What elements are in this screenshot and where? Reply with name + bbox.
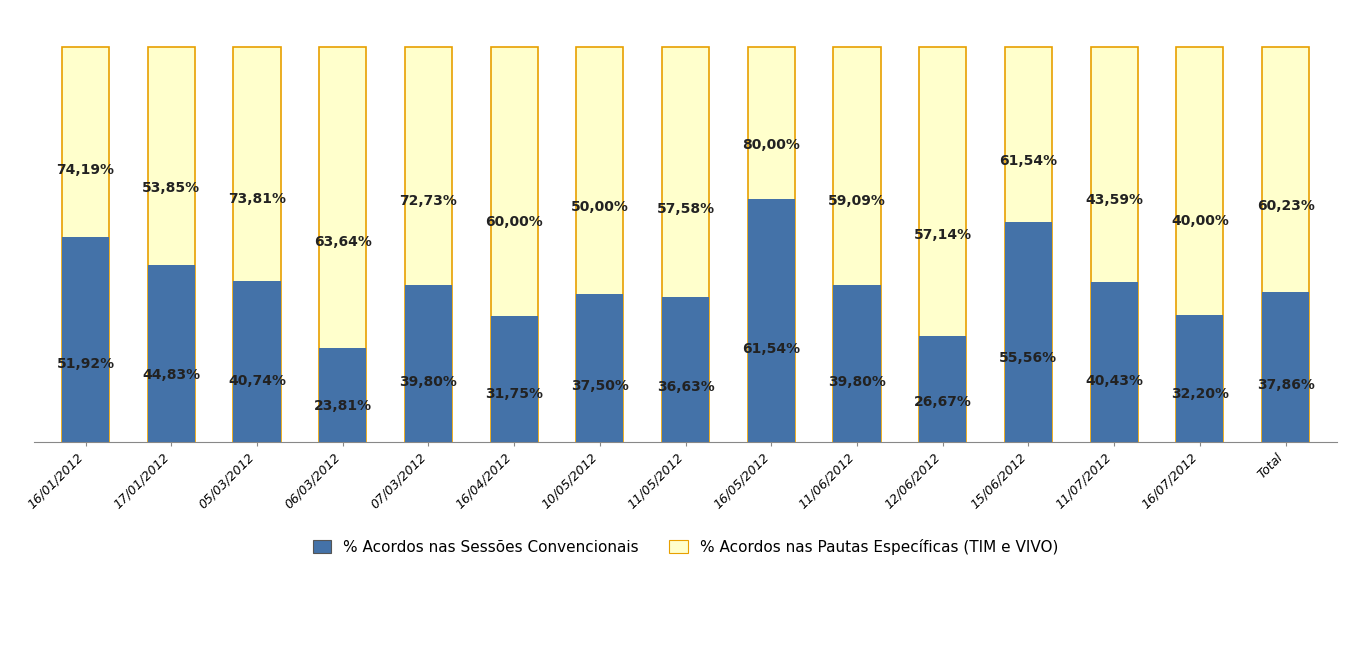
Text: 44,83%: 44,83% bbox=[142, 368, 200, 381]
Text: 39,80%: 39,80% bbox=[827, 375, 886, 389]
Bar bbox=[748, 47, 795, 442]
Text: 50,00%: 50,00% bbox=[571, 200, 629, 215]
Bar bbox=[748, 199, 795, 442]
Bar bbox=[234, 281, 280, 442]
Text: 51,92%: 51,92% bbox=[57, 357, 115, 371]
Bar bbox=[662, 297, 708, 442]
Text: 59,09%: 59,09% bbox=[827, 194, 886, 208]
Text: 61,54%: 61,54% bbox=[742, 342, 800, 357]
Text: 61,54%: 61,54% bbox=[999, 154, 1057, 168]
Bar bbox=[833, 47, 880, 442]
Text: 40,43%: 40,43% bbox=[1086, 374, 1144, 388]
Bar bbox=[576, 47, 623, 442]
Text: 72,73%: 72,73% bbox=[399, 194, 457, 208]
Legend: % Acordos nas Sessões Convencionais, % Acordos nas Pautas Específicas (TIM e VIV: % Acordos nas Sessões Convencionais, % A… bbox=[306, 531, 1065, 562]
Text: 74,19%: 74,19% bbox=[57, 163, 115, 177]
Bar bbox=[147, 47, 195, 442]
Bar bbox=[404, 284, 452, 442]
Bar bbox=[919, 336, 967, 442]
Text: 43,59%: 43,59% bbox=[1086, 192, 1144, 207]
Bar bbox=[147, 265, 195, 442]
Bar bbox=[919, 47, 967, 442]
Bar bbox=[234, 47, 280, 442]
Text: 37,86%: 37,86% bbox=[1256, 378, 1314, 392]
Text: 40,74%: 40,74% bbox=[228, 374, 287, 388]
Text: 36,63%: 36,63% bbox=[657, 380, 714, 394]
Bar bbox=[1261, 292, 1309, 442]
Text: 63,64%: 63,64% bbox=[314, 235, 372, 249]
Text: 37,50%: 37,50% bbox=[571, 379, 629, 393]
Bar bbox=[1176, 315, 1224, 442]
Text: 80,00%: 80,00% bbox=[742, 138, 800, 153]
Text: 26,67%: 26,67% bbox=[914, 395, 972, 409]
Text: 57,58%: 57,58% bbox=[657, 202, 715, 216]
Text: 60,23%: 60,23% bbox=[1256, 200, 1314, 213]
Bar bbox=[319, 348, 366, 442]
Text: 40,00%: 40,00% bbox=[1171, 214, 1229, 228]
Bar bbox=[404, 47, 452, 442]
Text: 73,81%: 73,81% bbox=[228, 192, 287, 206]
Bar bbox=[1176, 47, 1224, 442]
Bar bbox=[662, 47, 708, 442]
Text: 31,75%: 31,75% bbox=[485, 387, 544, 401]
Bar bbox=[491, 316, 538, 442]
Text: 39,80%: 39,80% bbox=[399, 375, 457, 389]
Bar bbox=[833, 284, 880, 442]
Text: 60,00%: 60,00% bbox=[485, 215, 544, 229]
Bar bbox=[319, 47, 366, 442]
Bar bbox=[491, 47, 538, 442]
Text: 23,81%: 23,81% bbox=[314, 399, 372, 413]
Bar bbox=[1091, 47, 1137, 442]
Text: 53,85%: 53,85% bbox=[142, 181, 200, 196]
Bar bbox=[62, 237, 110, 442]
Text: 55,56%: 55,56% bbox=[999, 351, 1057, 365]
Bar bbox=[1091, 282, 1137, 442]
Text: 57,14%: 57,14% bbox=[914, 228, 972, 242]
Bar bbox=[1005, 222, 1052, 442]
Bar bbox=[1261, 47, 1309, 442]
Bar bbox=[1005, 47, 1052, 442]
Bar bbox=[62, 47, 110, 442]
Text: 32,20%: 32,20% bbox=[1171, 387, 1229, 400]
Bar bbox=[576, 293, 623, 442]
